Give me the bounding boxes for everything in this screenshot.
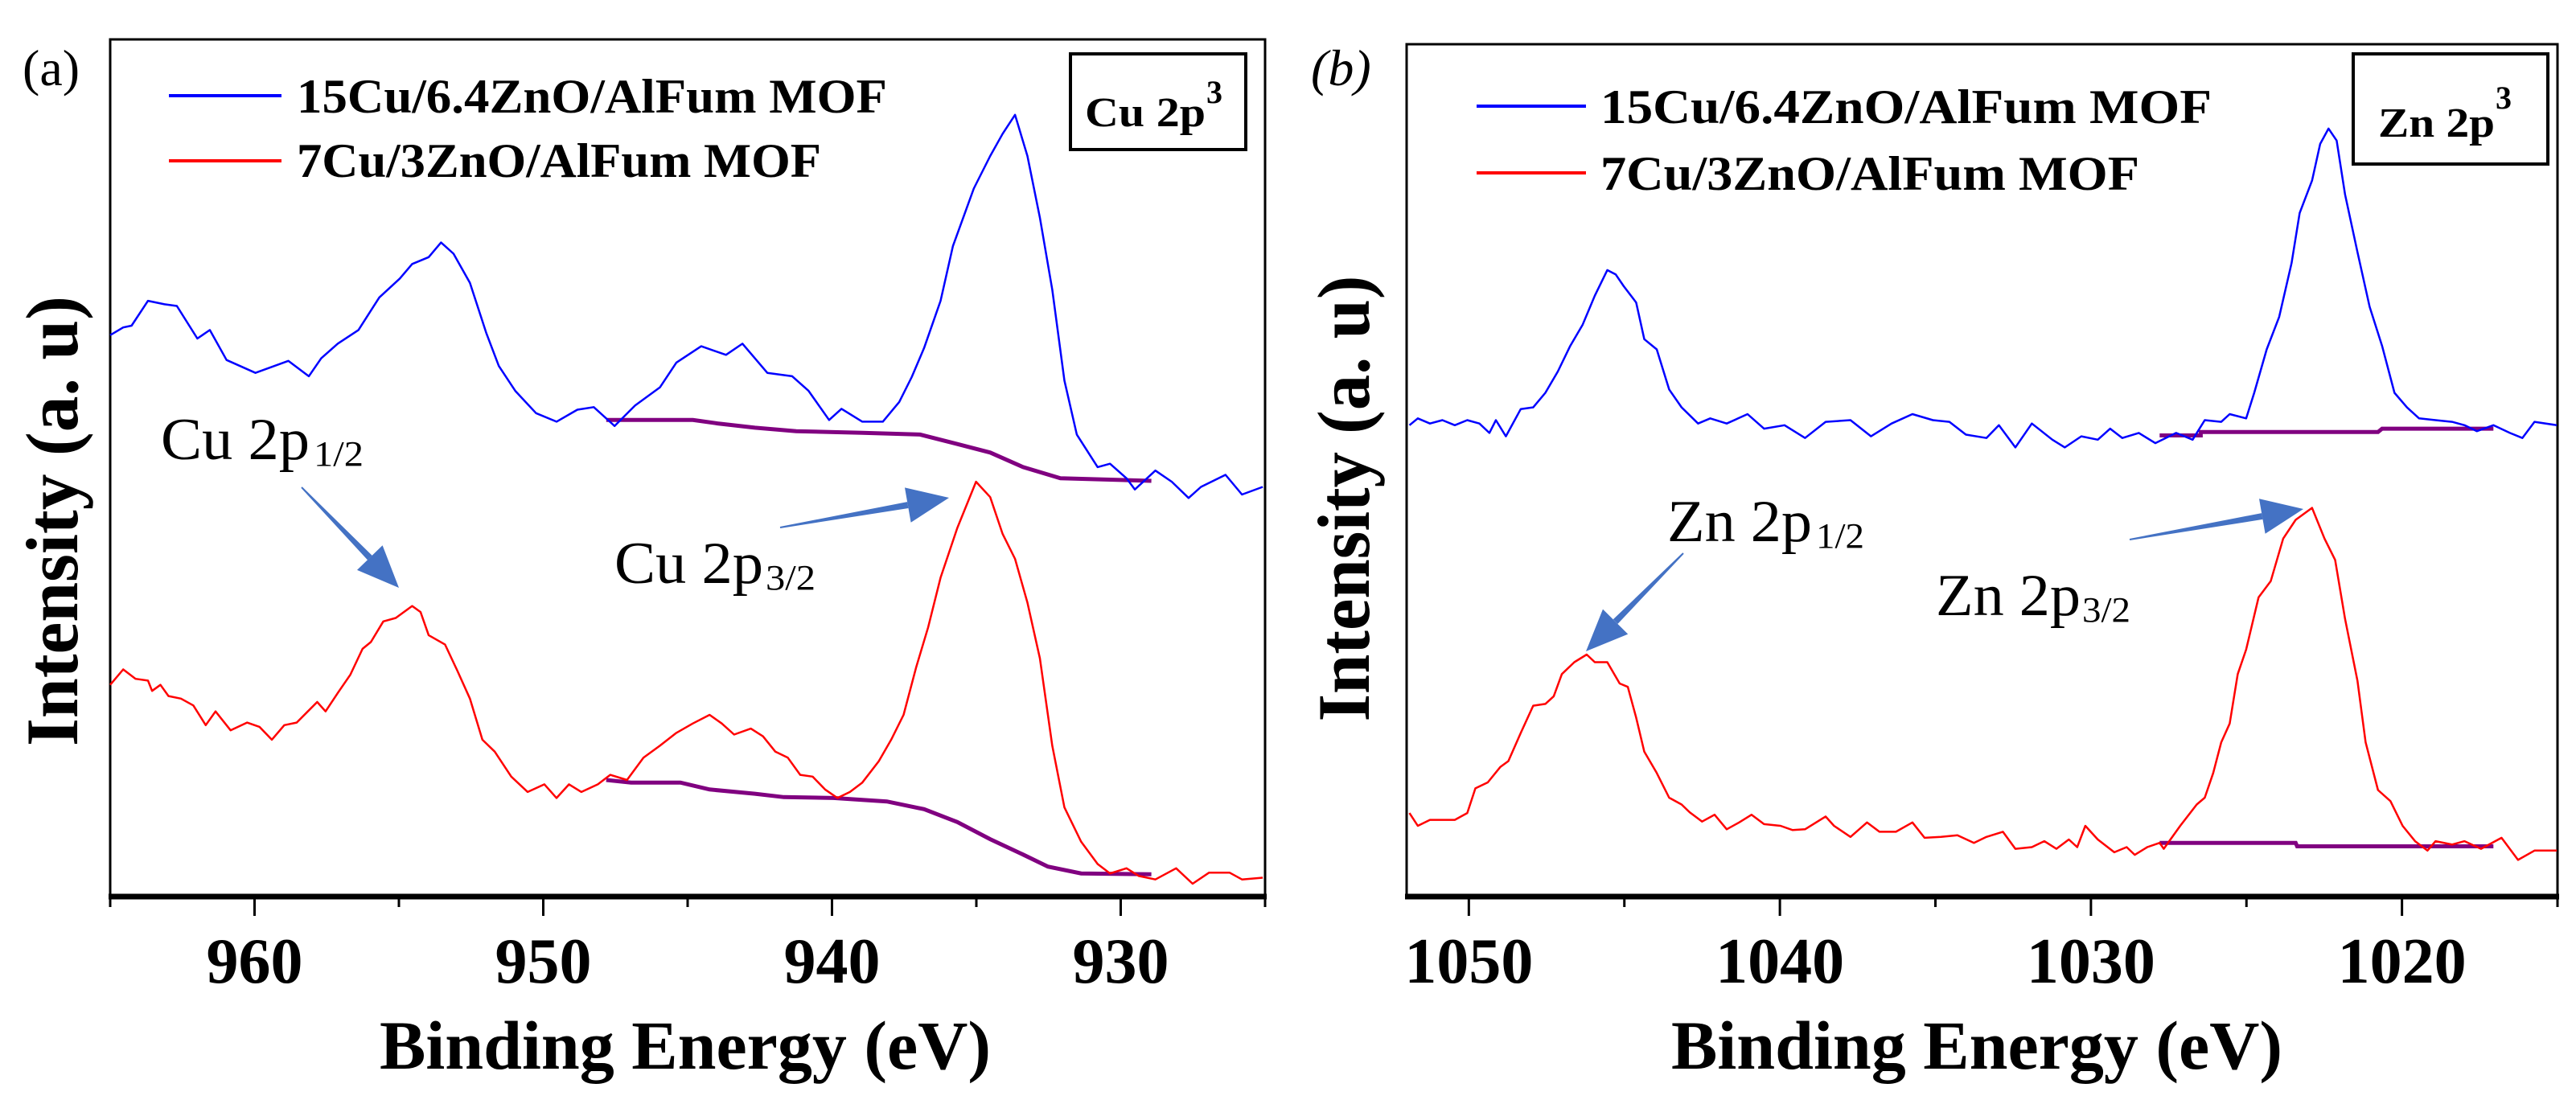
annotation-label: Cu 2p [161, 407, 310, 473]
annotation-zn-2p12: Zn 2p 1/2 [1667, 489, 1864, 556]
x-axis-title: Binding Energy (eV) [1671, 1007, 2282, 1084]
title-box-superscript: 3 [2496, 80, 2512, 116]
x-tick-label: 950 [495, 926, 592, 997]
panel-a: (a) 15Cu/6.4ZnO/AlFum MOF 7Cu/3ZnO/AlFum… [11, 39, 1247, 1084]
title-box-label: Zn 2p [2378, 101, 2495, 146]
chart-marks: 960 950 940 930 1050 1040 1030 1020 [109, 38, 2559, 997]
annotation-subscript: 3/2 [766, 558, 816, 597]
background-line [606, 417, 1152, 483]
arrow-head-icon [2259, 499, 2303, 534]
background-line [606, 778, 1152, 876]
legend: 15Cu/6.4ZnO/AlFum MOF 7Cu/3ZnO/AlFum MOF [169, 70, 887, 187]
annotation-subscript: 1/2 [1816, 516, 1864, 556]
arrow-shaft [301, 486, 372, 560]
panel-label: (b) [1311, 39, 1371, 96]
series-line-15cu-6-4zno [1408, 127, 2558, 449]
arrow-head-icon [905, 487, 949, 523]
y-axis-title: Intensity (a. u) [11, 296, 93, 746]
x-tick-label: 940 [784, 926, 881, 997]
title-box-label: Cu 2p [1085, 90, 1206, 136]
annotation-subscript: 1/2 [314, 434, 364, 474]
arrow-shaft [1613, 552, 1684, 624]
x-tick-label: 1020 [2338, 926, 2467, 997]
series-line-7cu-3zno [109, 480, 1263, 885]
annotation-cu-2p12: Cu 2p 1/2 [161, 407, 364, 474]
y-axis-title: Intensity (a. u) [1303, 276, 1385, 722]
series-line-7cu-3zno [1408, 507, 2558, 861]
background-line [2159, 426, 2494, 437]
x-tick-label: 960 [207, 926, 303, 997]
legend: 15Cu/6.4ZnO/AlFum MOF 7Cu/3ZnO/AlFum MOF [1477, 80, 2212, 200]
title-box-superscript: 3 [1206, 74, 1222, 110]
title-box: Cu 2p 3 [1069, 52, 1247, 151]
arrow-shaft [779, 502, 909, 528]
title-box-frame [1069, 52, 1247, 151]
title-box-frame [2352, 52, 2549, 166]
annotation-label: Zn 2p [1936, 563, 2081, 629]
annotation-label: Cu 2p [614, 531, 763, 597]
annotation-cu-2p32: Cu 2p 3/2 [614, 531, 816, 597]
panel-label: (a) [23, 39, 80, 96]
title-box: Zn 2p 3 [2352, 52, 2549, 166]
legend-label: 7Cu/3ZnO/AlFum MOF [297, 134, 821, 187]
legend-label: 7Cu/3ZnO/AlFum MOF [1600, 147, 2139, 200]
arrow-head-icon [357, 545, 399, 588]
annotation-zn-2p32: Zn 2p 3/2 [1936, 563, 2130, 630]
background-line [2159, 840, 2494, 848]
x-tick-label: 930 [1073, 926, 1169, 997]
annotation-subscript: 3/2 [2082, 590, 2130, 630]
x-tick-label: 1030 [2027, 926, 2155, 997]
series-line-15cu-6-4zno [109, 113, 1263, 499]
legend-label: 15Cu/6.4ZnO/AlFum MOF [297, 70, 887, 123]
x-tick-label: 1040 [1715, 926, 1844, 997]
arrow-head-icon [1586, 609, 1629, 651]
arrow-shaft [2129, 513, 2263, 540]
x-tick-label: 1050 [1404, 926, 1533, 997]
panel-b: (b) 15Cu/6.4ZnO/AlFum MOF 7Cu/3ZnO/AlFum… [1303, 39, 2549, 1084]
annotation-label: Zn 2p [1667, 489, 1812, 555]
x-axis-title: Binding Energy (eV) [380, 1007, 991, 1084]
legend-label: 15Cu/6.4ZnO/AlFum MOF [1600, 80, 2212, 133]
